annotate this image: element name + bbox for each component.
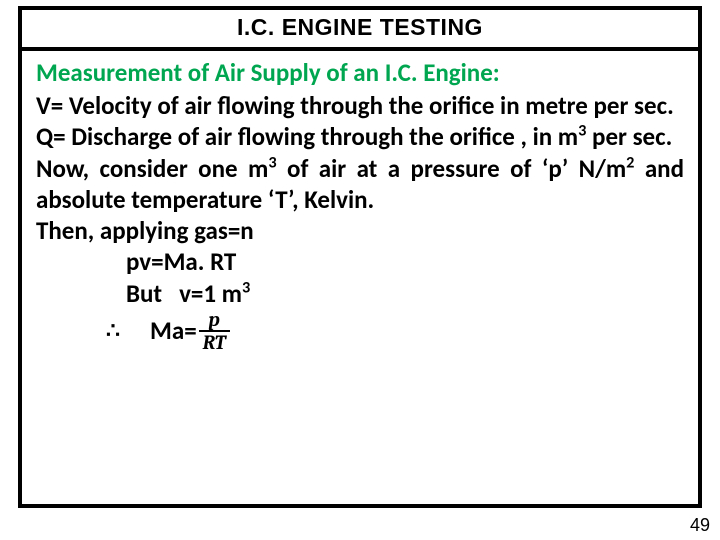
section-heading: Measurement of Air Supply of an I.C. Eng… [36, 57, 684, 88]
page-number: 49 [690, 515, 710, 536]
fraction-numerator: p [205, 309, 224, 330]
title-box: I.C. ENGINE TESTING [22, 10, 698, 51]
but-label: But [126, 278, 162, 309]
line-then: Then, applying gas=n [36, 215, 684, 246]
line-eq1: pv=Ma. RT [36, 246, 684, 277]
content-frame: I.C. ENGINE TESTING Measurement of Air S… [18, 6, 702, 508]
line-now-a: Now, consider one m [36, 153, 268, 184]
therefore-symbol: ∴ [106, 319, 120, 343]
sup-3c: 3 [242, 278, 250, 297]
content-area: Measurement of Air Supply of an I.C. Eng… [22, 51, 698, 359]
but-val: v=1 m [179, 278, 242, 309]
line-ma: ∴ Ma= p RT [36, 309, 684, 353]
line-but: But v=1 m3 [36, 278, 684, 309]
fraction: p RT [199, 309, 230, 353]
ma-label: Ma= [150, 317, 197, 345]
fraction-denominator: RT [199, 330, 230, 353]
line-q-def-b: per sec. [586, 121, 672, 152]
line-v-def: V= Velocity of air flowing through the o… [36, 90, 684, 121]
line-q-def-a: Q= Discharge of air flowing through the … [36, 121, 578, 152]
slide-title: I.C. ENGINE TESTING [237, 14, 483, 40]
line-now: Now, consider one m3 of air at a pressur… [36, 153, 684, 216]
line-q-def: Q= Discharge of air flowing through the … [36, 121, 684, 152]
slide: I.C. ENGINE TESTING Measurement of Air S… [0, 0, 720, 540]
sup-3b: 3 [268, 153, 276, 172]
line-now-b: of air at a pressure of ‘p’ N/m [277, 153, 627, 184]
